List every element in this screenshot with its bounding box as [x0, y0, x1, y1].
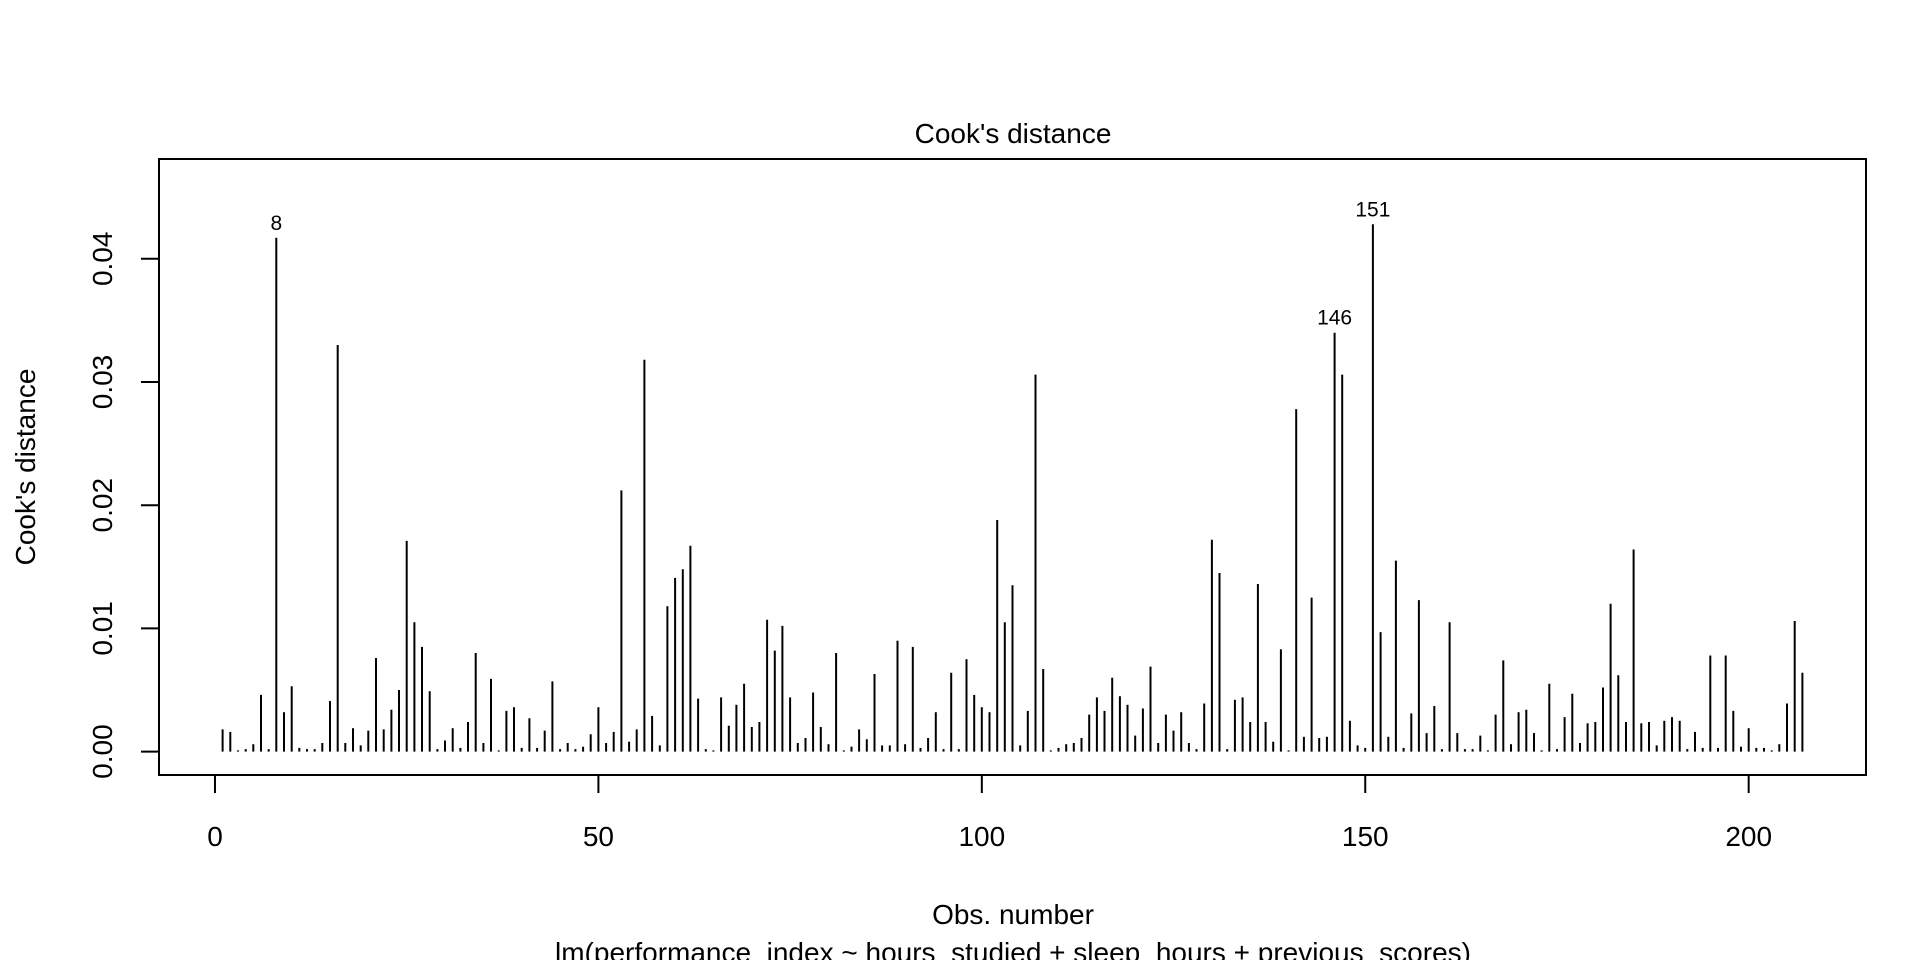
x-axis: 0 50 100 150 200	[207, 774, 1772, 852]
y-tick-label: 0.04	[87, 232, 118, 287]
annotations-layer: 8 146 151	[270, 198, 1390, 329]
chart-title: Cook's distance	[915, 118, 1112, 149]
y-tick-label: 0.03	[87, 355, 118, 410]
x-tick-label: 200	[1725, 821, 1772, 852]
y-axis: 0.00 0.01 0.02 0.03 0.04	[87, 232, 160, 779]
x-tick-label: 0	[207, 821, 223, 852]
point-label-151: 151	[1355, 198, 1390, 221]
y-axis-label: Cook's distance	[10, 369, 41, 566]
x-tick-label: 150	[1342, 821, 1389, 852]
y-tick-label: 0.01	[87, 601, 118, 656]
y-tick-label: 0.00	[87, 724, 118, 779]
x-tick-label: 50	[583, 821, 614, 852]
bars-layer	[221, 224, 1804, 752]
x-axis-subtitle: lm(performance_index ~ hours_studied + s…	[555, 937, 1471, 960]
point-label-146: 146	[1317, 307, 1352, 330]
x-axis-label: Obs. number	[932, 899, 1094, 930]
y-tick-label: 0.02	[87, 478, 118, 533]
point-label-8: 8	[270, 212, 282, 235]
x-tick-label: 100	[958, 821, 1005, 852]
